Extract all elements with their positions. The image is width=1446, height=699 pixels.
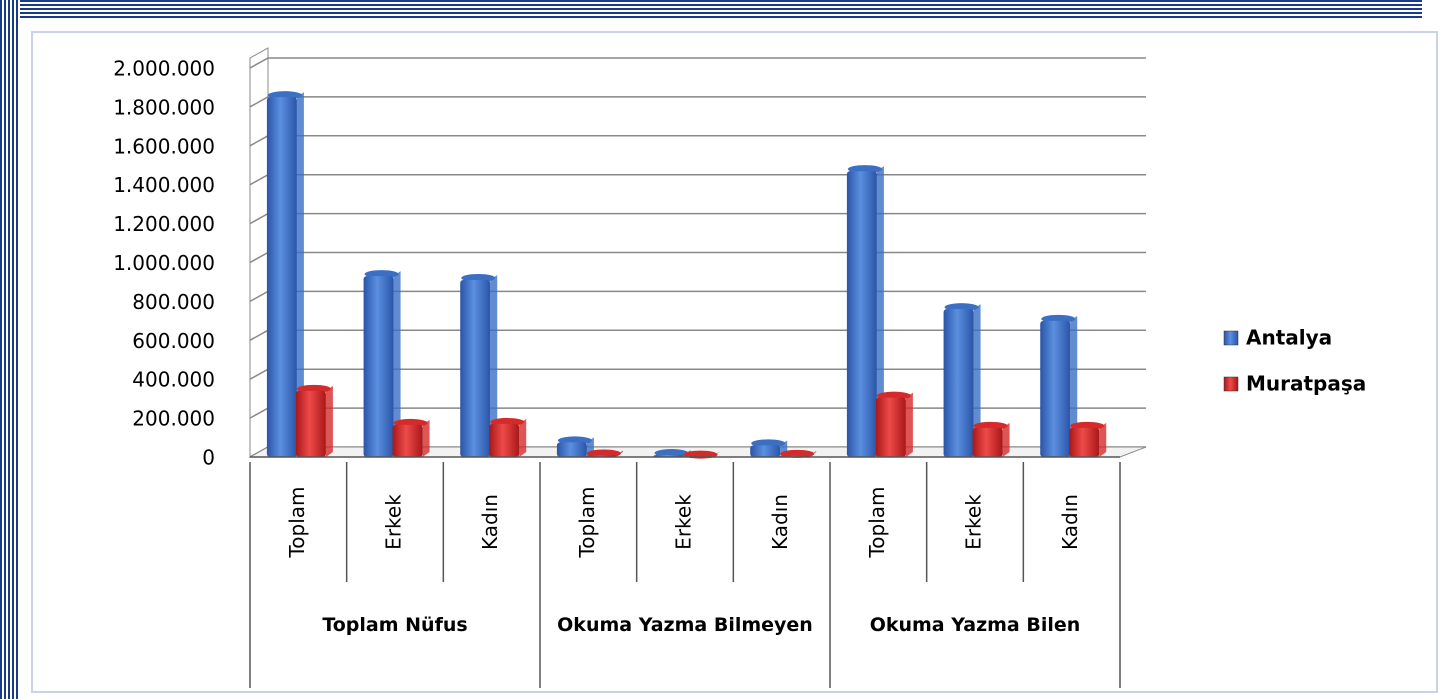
y-tick-label: 200.000	[132, 407, 215, 431]
bar	[943, 309, 974, 457]
y-tick-label: 1.800.000	[113, 95, 215, 119]
bar-side	[422, 419, 430, 457]
grid-line	[249, 57, 1146, 69]
bar	[363, 276, 394, 457]
legend-swatch	[1223, 376, 1239, 392]
grid-line	[249, 96, 1146, 108]
bar-side	[519, 418, 527, 457]
x-tick-label: Erkek	[382, 494, 406, 550]
bar	[875, 397, 906, 457]
x-tick-label: Toplam	[575, 486, 599, 558]
chart-border	[31, 31, 1438, 693]
group-label: Okuma Yazma Bilen	[869, 614, 1081, 636]
bar	[1069, 427, 1100, 457]
x-tick-label: Kadın	[478, 494, 502, 550]
y-tick-label: 400.000	[132, 368, 215, 392]
y-tick-label: 0	[202, 446, 215, 470]
bar-side	[1002, 422, 1010, 457]
bar-side	[296, 92, 304, 458]
grid-line	[249, 251, 1146, 264]
bar	[972, 427, 1003, 457]
y-tick-label: 2.000.000	[113, 57, 215, 81]
bar	[460, 280, 491, 457]
bar	[392, 424, 423, 457]
legend-label: Muratpaşa	[1246, 372, 1366, 396]
bar	[489, 423, 520, 457]
bar-side	[876, 166, 884, 457]
bar-side	[393, 271, 401, 457]
bar-side	[325, 385, 333, 457]
legend-label: Antalya	[1246, 326, 1332, 350]
legend-swatch	[1223, 330, 1239, 346]
grid-line	[249, 173, 1146, 186]
y-tick-label: 1.000.000	[113, 251, 215, 275]
grid-line	[249, 212, 1146, 225]
bar	[266, 97, 297, 458]
y-tick-label: 600.000	[132, 329, 215, 353]
x-tick-label: Kadın	[1058, 494, 1082, 550]
bar	[556, 442, 587, 457]
x-tick-label: Toplam	[865, 486, 889, 558]
grid-line	[249, 135, 1146, 147]
bar	[295, 390, 326, 457]
group-label: Okuma Yazma Bilmeyen	[557, 614, 813, 636]
frame	[0, 0, 1422, 18]
bar-side	[490, 275, 498, 457]
back-wall	[249, 47, 269, 458]
bar-side	[905, 392, 913, 457]
y-tick-label: 1.200.000	[113, 212, 215, 236]
x-tick-label: Erkek	[672, 494, 696, 550]
y-tick-label: 1.400.000	[113, 173, 215, 197]
bar-side	[973, 304, 981, 457]
frame	[0, 0, 20, 699]
y-tick-label: 1.600.000	[113, 134, 215, 158]
bar	[1040, 320, 1071, 457]
bar-side	[1070, 315, 1078, 457]
x-tick-label: Kadın	[768, 494, 792, 550]
x-tick-label: Toplam	[285, 486, 309, 558]
y-tick-label: 800.000	[132, 290, 215, 314]
bar	[750, 445, 781, 457]
group-label: Toplam Nüfus	[322, 614, 468, 636]
bar	[846, 171, 877, 457]
x-tick-label: Erkek	[962, 494, 986, 550]
bar-side	[1099, 422, 1107, 457]
